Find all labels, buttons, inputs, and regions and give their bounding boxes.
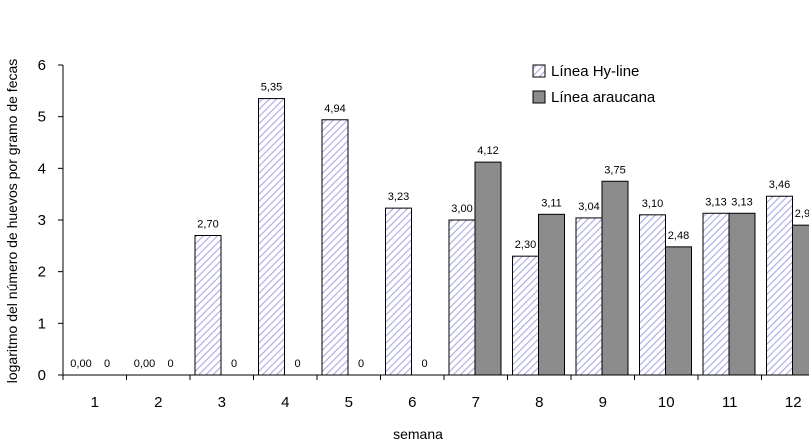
bar-hyline — [258, 98, 285, 376]
x-axis-title: semana — [393, 426, 443, 442]
data-label-hyline: 2,30 — [515, 239, 536, 251]
bar-araucana — [538, 213, 565, 376]
y-tick-label: 6 — [38, 57, 46, 74]
bar-hyline — [512, 255, 539, 376]
data-label-araucana: 4,12 — [477, 145, 498, 157]
x-tick-label: 9 — [599, 394, 607, 411]
x-tick-label: 4 — [281, 394, 289, 411]
x-tick-label: 2 — [154, 394, 162, 411]
bar-hyline — [575, 217, 603, 376]
x-tick-label: 10 — [658, 394, 675, 411]
x-tick-label: 7 — [472, 394, 480, 411]
data-label-araucana: 0 — [104, 358, 110, 370]
data-label-araucana: 3,75 — [604, 164, 625, 176]
x-tick-label: 3 — [218, 394, 226, 411]
bar-araucana — [792, 224, 809, 376]
y-tick-label: 3 — [38, 212, 46, 229]
bar-araucana — [665, 246, 692, 376]
y-tick-label: 0 — [38, 367, 46, 384]
data-label-araucana: 0 — [358, 358, 364, 370]
bar-hyline — [702, 212, 730, 376]
legend-label-araucana: Línea araucana — [551, 89, 656, 106]
data-label-araucana: 0 — [231, 358, 237, 370]
data-label-hyline: 0,00 — [134, 358, 155, 370]
x-tick-label: 5 — [345, 394, 353, 411]
bar-araucana — [601, 180, 629, 376]
x-tick-label: 1 — [91, 394, 99, 411]
data-label-hyline: 0,00 — [70, 358, 91, 370]
data-label-hyline: 2,70 — [197, 219, 218, 231]
bar-hyline — [639, 214, 666, 376]
data-label-araucana: 0 — [421, 358, 427, 370]
legend-swatch-hyline — [532, 64, 546, 78]
data-label-araucana: 2,48 — [668, 230, 689, 242]
bar-hyline — [194, 235, 222, 376]
data-label-araucana: 3,13 — [731, 196, 752, 208]
data-label-hyline: 3,13 — [705, 196, 726, 208]
bar-hyline — [321, 119, 349, 376]
y-tick-label: 4 — [38, 160, 46, 177]
y-tick-label: 1 — [38, 315, 46, 332]
bar-araucana — [474, 161, 502, 376]
bar-hyline — [385, 207, 412, 376]
x-tick-label: 11 — [722, 394, 738, 411]
data-label-hyline: 3,46 — [769, 179, 790, 191]
legend-label-hyline: Línea Hy-line — [551, 63, 639, 80]
data-label-hyline: 5,35 — [261, 82, 282, 94]
data-label-hyline: 3,10 — [642, 198, 663, 210]
data-label-hyline: 3,23 — [388, 191, 409, 203]
data-label-araucana: 0 — [294, 358, 300, 370]
data-label-araucana: 0 — [167, 358, 173, 370]
bar-araucana — [728, 212, 756, 376]
legend-swatch-araucana — [532, 90, 546, 104]
y-axis-title: logaritmo del número de huevos por gramo… — [4, 59, 20, 384]
data-label-araucana: 2,90 — [795, 208, 809, 220]
y-tick-label: 5 — [38, 109, 46, 126]
x-tick-label: 8 — [535, 394, 543, 411]
data-label-hyline: 3,04 — [578, 201, 599, 213]
legend: Línea Hy-line Línea araucana — [532, 63, 656, 106]
bar-hyline — [448, 219, 476, 376]
x-tick-label: 12 — [785, 394, 802, 411]
x-tick-label: 6 — [408, 394, 416, 411]
data-label-araucana: 3,11 — [541, 197, 562, 209]
data-label-hyline: 3,00 — [451, 203, 472, 215]
y-tick-label: 2 — [38, 264, 46, 281]
data-label-hyline: 4,94 — [324, 103, 345, 115]
bar-hyline — [766, 195, 793, 376]
